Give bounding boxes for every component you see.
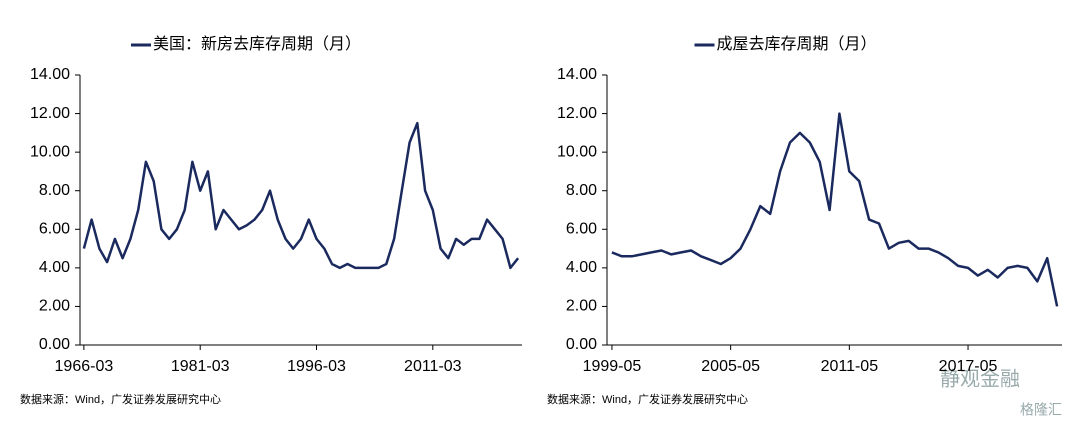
- x-tick-label: 1996-03: [287, 358, 346, 375]
- y-tick-label: 12.00: [30, 105, 70, 122]
- watermark: 静观金融: [940, 367, 1020, 390]
- y-tick-label: 10.00: [557, 143, 597, 160]
- series-line: [82, 121, 520, 270]
- x-tick-label: 1981-03: [171, 358, 230, 375]
- y-tick-label: 8.00: [566, 182, 597, 199]
- y-tick-label: 8.00: [39, 182, 70, 199]
- x-tick-label: 2011-05: [821, 358, 879, 375]
- chart-title: 美国：新房去库存周期（月）: [153, 35, 361, 53]
- y-tick-label: 14.00: [557, 66, 597, 83]
- y-tick-label: 14.00: [30, 66, 70, 83]
- y-tick-label: 4.00: [566, 259, 597, 276]
- y-tick-label: 12.00: [557, 105, 597, 122]
- y-tick-label: 4.00: [39, 259, 70, 276]
- y-tick-label: 2.00: [39, 298, 70, 315]
- watermark: 格隆汇: [1020, 402, 1062, 418]
- x-tick-label: 1966-03: [55, 358, 114, 375]
- y-tick-label: 10.00: [30, 143, 70, 160]
- y-tick-label: 0.00: [39, 336, 70, 353]
- y-tick-label: 6.00: [39, 221, 70, 238]
- y-tick-label: 0.00: [566, 336, 597, 353]
- x-tick-label: 2011-03: [404, 358, 462, 375]
- y-tick-label: 6.00: [566, 221, 597, 238]
- x-tick-label: 1999-05: [583, 358, 642, 375]
- chart-title: 成屋去库存周期（月）: [717, 35, 877, 53]
- source-note: 数据来源：Wind，广发证券发展研究中心: [547, 392, 748, 406]
- x-tick-label: 2005-05: [701, 358, 760, 375]
- series-line: [611, 112, 1059, 307]
- source-note: 数据来源：Wind，广发证券发展研究中心: [20, 392, 221, 406]
- y-tick-label: 2.00: [566, 298, 597, 315]
- x-tick-label: 2017-05: [939, 358, 998, 375]
